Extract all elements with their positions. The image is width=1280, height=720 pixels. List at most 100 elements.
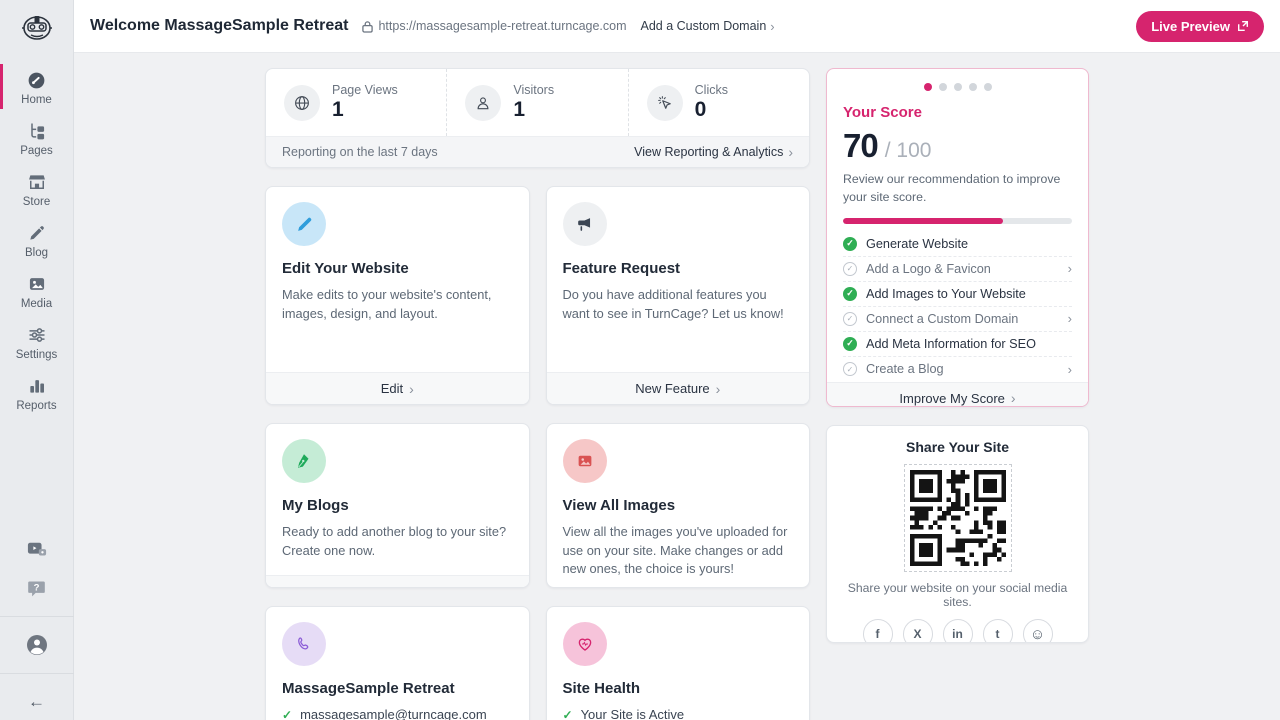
score-item-label: Add Meta Information for SEO: [866, 336, 1036, 351]
sidebar-spacer: [0, 418, 73, 538]
sidebar-item-blog[interactable]: Blog: [0, 214, 73, 265]
your-score-card: Your Score 70 / 100 Review our recommend…: [826, 68, 1089, 407]
sidebar-item-settings[interactable]: Settings: [0, 316, 73, 367]
contact-list: massagesample@turncage.com (303) 555-131…: [282, 707, 513, 720]
contact-email: massagesample@turncage.com: [282, 707, 513, 720]
score-progress-fill: [843, 217, 1004, 224]
top-header: Welcome MassageSample Retreat https://ma…: [74, 0, 1280, 53]
share-title: Share Your Site: [906, 439, 1009, 455]
pen-nib-icon: [282, 439, 326, 483]
edit-button-label: Edit: [380, 381, 404, 396]
home-dashboard-icon: [26, 69, 48, 91]
card-title: Feature Request: [562, 260, 681, 277]
tumblr-share-icon[interactable]: t: [982, 619, 1013, 642]
stat-value: 1: [513, 98, 526, 121]
card-title: My Blogs: [282, 497, 349, 514]
improve-my-score-button[interactable]: Improve My Score: [827, 381, 1088, 406]
sidebar-item-pages[interactable]: Pages: [0, 112, 73, 163]
bar-chart-icon: [26, 375, 48, 397]
media-image-icon: [26, 273, 48, 295]
create-blog-label: Create: [372, 584, 411, 587]
sidebar-item-reports[interactable]: Reports: [0, 367, 73, 418]
video-chat-icon: [27, 542, 46, 556]
score-item-label: Generate Website: [866, 236, 969, 251]
carousel-dot-4[interactable]: [968, 83, 977, 91]
carousel-dot-3[interactable]: [953, 83, 962, 91]
view-reporting-label: View Reporting & Analytics: [634, 145, 784, 159]
reporting-note: Reporting on the last 7 days: [282, 145, 438, 159]
site-health-list: Your Site is Active Domain Connected Cer…: [563, 707, 794, 720]
new-feature-label: New Feature: [635, 381, 710, 396]
right-column: Your Score 70 / 100 Review our recommend…: [826, 68, 1089, 643]
stat-label: Visitors: [513, 83, 555, 97]
stats-card: Page Views 1 Visitors 1: [265, 68, 810, 168]
sidebar-nav: Home Pages Store Blog: [0, 53, 73, 418]
help-question-icon: ?: [28, 581, 45, 596]
carousel-dots: [843, 81, 1072, 91]
health-site-active: Your Site is Active: [563, 707, 794, 720]
live-preview-button[interactable]: Live Preview: [1136, 10, 1264, 42]
site-url: https://massagesample-retreat.turncage.c…: [362, 19, 627, 33]
add-domain-label: Add a Custom Domain: [640, 19, 767, 33]
score-item-label: Connect a Custom Domain: [866, 311, 1019, 326]
contact-email-text: massagesample@turncage.com: [300, 707, 487, 720]
heart-health-icon: [562, 622, 607, 666]
click-cursor-icon: [646, 84, 683, 121]
new-feature-button[interactable]: New Feature: [546, 372, 809, 404]
feature-request-card: Feature Request Do you have additional f…: [545, 186, 810, 405]
sidebar-item-label: Pages: [20, 145, 53, 157]
carousel-dot-1[interactable]: [923, 83, 932, 91]
card-title: MassageSample Retreat: [282, 680, 455, 697]
smiley-share-icon[interactable]: ☺: [1022, 619, 1053, 642]
storefront-icon: [26, 171, 48, 193]
score-item-label: Add a Logo & Favicon: [866, 261, 991, 276]
sidebar-divider: [0, 673, 74, 674]
score-item-custom-domain[interactable]: ✓ Connect a Custom Domain: [843, 307, 1072, 332]
contact-info-card: MassageSample Retreat massagesample@turn…: [265, 606, 530, 720]
view-reporting-link[interactable]: View Reporting & Analytics: [634, 144, 793, 160]
card-title: Edit Your Website: [282, 260, 409, 277]
card-description: View all the images you've uploaded for …: [562, 524, 788, 577]
card-title: View All Images: [562, 497, 676, 514]
collapse-sidebar-button[interactable]: ←: [25, 690, 49, 714]
create-blog-button[interactable]: Create: [266, 575, 529, 587]
sidebar-item-media[interactable]: Media: [0, 265, 73, 316]
carousel-dot-2[interactable]: [938, 83, 947, 91]
card-description: Make edits to your website's content, im…: [282, 287, 492, 321]
score-checklist: ✓ Generate Website ✓ Add a Logo & Favico…: [843, 232, 1072, 382]
score-item-label: Create a Blog: [866, 362, 944, 377]
sidebar-item-home[interactable]: Home: [0, 61, 73, 112]
card-title: Site Health: [562, 680, 641, 697]
score-item-create-blog[interactable]: ✓ Create a Blog: [843, 357, 1072, 382]
help-button[interactable]: ?: [25, 576, 49, 600]
account-button[interactable]: [25, 633, 49, 657]
carousel-dot-5[interactable]: [983, 83, 992, 91]
score-description: Review our recommendation to improve you…: [843, 172, 1061, 204]
tutorials-button[interactable]: [25, 538, 49, 562]
chevron-right-icon: ›: [770, 18, 775, 34]
score-title: Your Score: [843, 104, 922, 121]
stat-value: 1: [332, 98, 344, 121]
score-item-add-images: ✓ Add Images to Your Website: [843, 282, 1072, 307]
visitor-person-icon: [465, 84, 502, 121]
sidebar-item-label: Home: [21, 94, 52, 106]
score-item-meta-seo: ✓ Add Meta Information for SEO: [843, 332, 1072, 357]
check-circle-icon: ✓: [843, 286, 857, 301]
stat-visitors: Visitors 1: [447, 69, 629, 136]
add-custom-domain-link[interactable]: Add a Custom Domain ›: [641, 19, 775, 34]
score-item-logo-favicon[interactable]: ✓ Add a Logo & Favicon: [843, 257, 1072, 282]
megaphone-icon: [562, 202, 607, 246]
sidebar-item-label: Store: [22, 196, 51, 208]
my-blogs-card: My Blogs Ready to add another blog to yo…: [265, 423, 530, 588]
edit-button[interactable]: Edit: [266, 372, 529, 404]
turncage-logo[interactable]: [0, 0, 73, 53]
site-url-text: https://massagesample-retreat.turncage.c…: [378, 19, 627, 33]
sidebar-item-store[interactable]: Store: [0, 163, 73, 214]
x-share-icon[interactable]: X: [902, 619, 933, 642]
pencil-icon: [26, 222, 48, 244]
score-value: 70: [843, 127, 879, 164]
facebook-share-icon[interactable]: f: [862, 619, 893, 642]
improve-score-label: Improve My Score: [899, 390, 1005, 406]
linkedin-share-icon[interactable]: in: [942, 619, 973, 642]
